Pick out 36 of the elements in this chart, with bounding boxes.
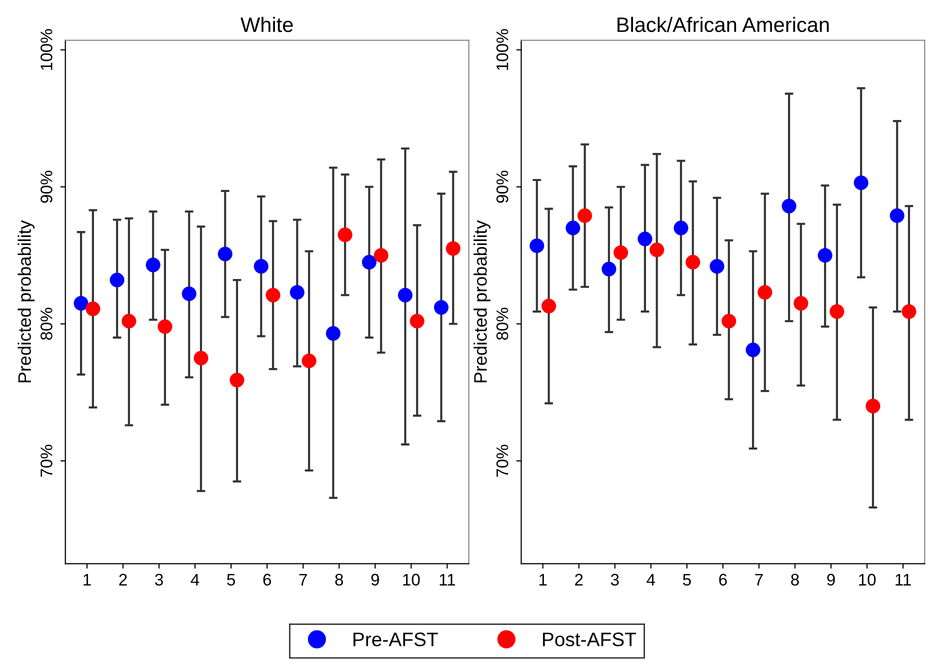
y-tick-label: 100%: [40, 29, 52, 70]
x-tick-label: 5: [227, 574, 236, 586]
x-tick-label: 4: [646, 574, 656, 586]
x-tick-label: 4: [190, 574, 200, 586]
y-tick-label: 70%: [496, 444, 508, 477]
legend-label: Pre-AFST: [354, 632, 438, 646]
x-tick-label: 9: [827, 574, 835, 586]
x-tick-label: 5: [682, 574, 691, 586]
x-tick-label: 8: [791, 574, 799, 586]
x-tick-label: 7: [755, 574, 763, 586]
x-tick-label: 2: [119, 574, 127, 586]
x-tick-label: 10: [859, 574, 876, 586]
x-tick-label: 2: [575, 574, 583, 586]
x-tick-label: 11: [440, 574, 456, 586]
y-tick-label: 80%: [40, 308, 52, 340]
x-tick-label: 7: [299, 574, 307, 586]
y-tick-label: 90%: [40, 170, 52, 203]
legend-label: Post-AFST: [543, 632, 636, 646]
x-tick-label: 1: [539, 574, 547, 586]
x-tick-label: 6: [263, 574, 271, 586]
y-axis-title: Predicted probability: [18, 220, 35, 382]
x-tick-label: 11: [896, 574, 911, 586]
x-tick-label: 9: [371, 574, 379, 586]
x-tick-label: 3: [155, 574, 163, 586]
x-tick-label: 10: [403, 574, 420, 586]
x-tick-label: 1: [84, 574, 91, 586]
y-tick-label: 90%: [496, 170, 508, 203]
y-axis-title: Predicted probability: [474, 220, 490, 382]
y-tick-label: 80%: [496, 308, 508, 340]
y-tick-label: 100%: [496, 29, 508, 70]
chart-title: White: [240, 16, 293, 32]
x-tick-label: 6: [719, 574, 727, 586]
x-tick-label: 8: [335, 574, 344, 586]
y-tick-label: 70%: [40, 444, 52, 477]
x-tick-label: 3: [610, 574, 619, 586]
chart-title: Black/African American: [618, 16, 829, 32]
